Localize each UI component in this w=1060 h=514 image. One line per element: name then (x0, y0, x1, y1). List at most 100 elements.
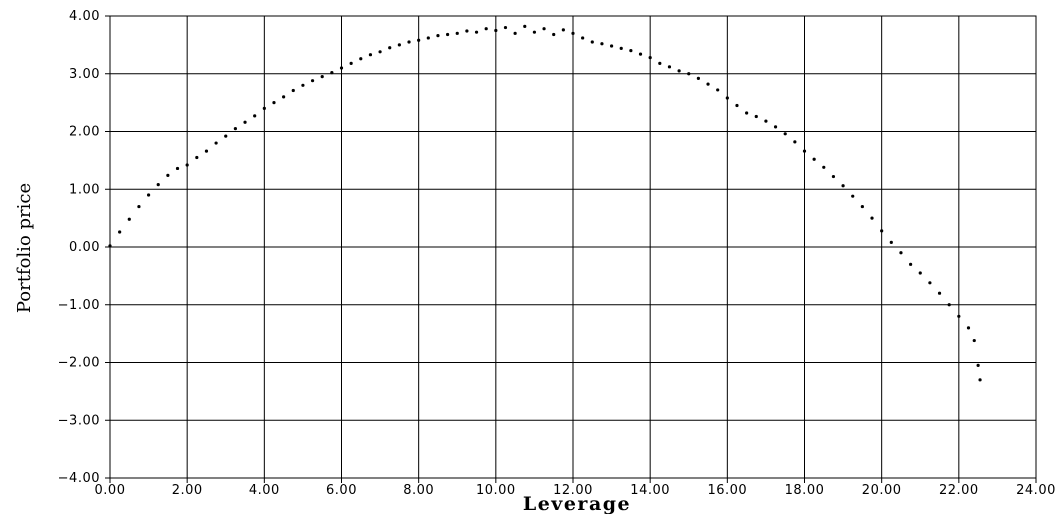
data-point (687, 72, 691, 76)
data-point (378, 50, 382, 54)
data-point (677, 69, 681, 73)
data-point (561, 28, 565, 32)
data-point (937, 291, 942, 295)
data-point (571, 31, 575, 35)
data-point (388, 46, 392, 50)
data-point (764, 119, 768, 123)
data-point (972, 338, 976, 343)
data-point (368, 53, 373, 57)
x-tick-label: 10.00 (476, 483, 516, 498)
data-point (214, 141, 218, 145)
data-point (909, 262, 913, 266)
data-point (175, 166, 180, 171)
data-point (928, 281, 932, 285)
data-point (282, 95, 286, 99)
data-points (108, 24, 982, 382)
x-tick-label: 20.00 (862, 483, 902, 498)
data-point (224, 134, 228, 138)
data-point (725, 96, 729, 100)
data-point (841, 184, 845, 188)
data-point (494, 28, 498, 33)
data-point (706, 82, 710, 86)
data-point (359, 57, 363, 61)
data-point (870, 216, 874, 220)
data-point (754, 114, 758, 119)
data-point (860, 204, 864, 209)
data-point (581, 36, 585, 40)
x-tick-label: 8.00 (403, 483, 434, 498)
y-tick-label: −4.00 (58, 471, 100, 486)
data-point (436, 34, 440, 38)
x-axis-label: Leverage (523, 493, 631, 514)
data-point (301, 83, 305, 87)
data-point (407, 40, 411, 44)
data-point (957, 314, 961, 318)
data-point (773, 125, 778, 129)
data-point (735, 103, 739, 108)
data-point (667, 65, 672, 69)
data-point (851, 194, 855, 198)
data-point (978, 378, 982, 382)
data-point (523, 24, 527, 28)
data-point (619, 46, 623, 50)
data-point (552, 32, 556, 37)
data-point (600, 42, 604, 46)
data-point (320, 75, 324, 79)
data-point (696, 76, 700, 80)
y-axis-label: Portfolio price (14, 183, 35, 313)
data-point (918, 271, 922, 275)
data-point (262, 106, 266, 110)
x-tick-label: 14.00 (630, 483, 670, 498)
x-tick-label: 12.00 (553, 483, 593, 498)
data-point (802, 149, 807, 153)
data-point (455, 31, 459, 35)
data-point (253, 114, 257, 118)
y-tick-label: 0.00 (69, 240, 100, 255)
data-point (947, 303, 951, 307)
data-point (146, 193, 151, 197)
y-tick-label: 1.00 (69, 182, 100, 197)
data-point (156, 183, 160, 187)
data-point (465, 29, 469, 33)
data-point (899, 251, 903, 255)
y-tick-label: −1.00 (58, 298, 100, 313)
data-point (397, 43, 401, 47)
data-point (291, 88, 295, 93)
x-tick-label: 2.00 (172, 483, 203, 498)
tick-labels: 0.00 2.00 4.00 6.00 8.00 10.00 12.00 14.00 16.00… (58, 9, 1056, 498)
data-point (310, 79, 315, 83)
data-point (330, 70, 334, 75)
data-point (272, 101, 276, 105)
x-tick-label: 18.00 (785, 483, 825, 498)
data-point (349, 61, 353, 65)
data-point (426, 36, 430, 40)
y-tick-label: −2.00 (58, 356, 100, 371)
data-point (127, 217, 131, 221)
data-point (417, 38, 421, 42)
data-point (880, 229, 884, 233)
data-point (716, 88, 720, 92)
data-point (243, 120, 247, 124)
grid-lines (110, 16, 1036, 478)
data-point (745, 111, 749, 115)
data-point (793, 140, 797, 144)
data-point (137, 204, 141, 209)
data-point (648, 55, 652, 60)
y-tick-label: 4.00 (69, 9, 100, 24)
data-point (118, 230, 122, 234)
data-point (976, 363, 980, 367)
data-point (629, 49, 633, 53)
data-point (503, 25, 508, 30)
x-tick-label: 22.00 (939, 483, 979, 498)
x-tick-label: 24.00 (1016, 483, 1056, 498)
data-point (484, 27, 488, 31)
data-point (513, 31, 517, 35)
data-point (658, 61, 662, 65)
data-point (966, 326, 971, 330)
data-point (446, 32, 450, 37)
data-point (638, 52, 643, 56)
data-point (532, 30, 537, 34)
data-point (822, 165, 826, 169)
data-point (233, 127, 237, 131)
